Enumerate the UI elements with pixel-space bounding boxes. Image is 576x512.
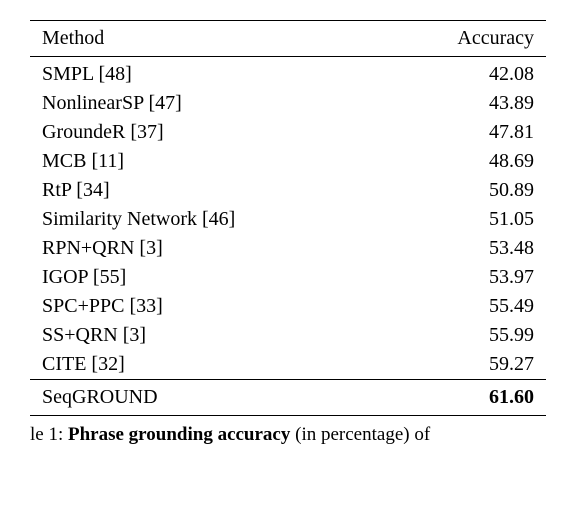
accuracy-cell: 42.08 (383, 57, 546, 90)
header-row: Method Accuracy (30, 21, 546, 57)
method-cell: SPC+PPC [33] (30, 292, 383, 321)
results-table: Method Accuracy SMPL [48]42.08NonlinearS… (30, 20, 546, 416)
method-cell: GroundeR [37] (30, 118, 383, 147)
table-body: SMPL [48]42.08NonlinearSP [47]43.89Groun… (30, 57, 546, 380)
accuracy-cell: 59.27 (383, 350, 546, 380)
table-row: GroundeR [37]47.81 (30, 118, 546, 147)
table-row: RPN+QRN [3]53.48 (30, 234, 546, 263)
accuracy-cell: 51.05 (383, 205, 546, 234)
method-cell: NonlinearSP [47] (30, 89, 383, 118)
accuracy-cell: 50.89 (383, 176, 546, 205)
method-cell: Similarity Network [46] (30, 205, 383, 234)
method-cell: IGOP [55] (30, 263, 383, 292)
results-table-container: Method Accuracy SMPL [48]42.08NonlinearS… (30, 20, 546, 416)
table-caption: le 1: Phrase grounding accuracy (in perc… (30, 424, 546, 446)
method-cell: SS+QRN [3] (30, 321, 383, 350)
table-row: Similarity Network [46]51.05 (30, 205, 546, 234)
method-cell: RPN+QRN [3] (30, 234, 383, 263)
table-row: NonlinearSP [47]43.89 (30, 89, 546, 118)
table-row: RtP [34]50.89 (30, 176, 546, 205)
accuracy-cell: 53.97 (383, 263, 546, 292)
table-row: SS+QRN [3]55.99 (30, 321, 546, 350)
method-cell: RtP [34] (30, 176, 383, 205)
method-cell: SMPL [48] (30, 57, 383, 90)
highlight-method: SeqGROUND (30, 380, 383, 416)
highlight-accuracy: 61.60 (383, 380, 546, 416)
accuracy-cell: 48.69 (383, 147, 546, 176)
method-cell: MCB [11] (30, 147, 383, 176)
table-row: MCB [11]48.69 (30, 147, 546, 176)
caption-bold: Phrase grounding accuracy (68, 424, 290, 445)
accuracy-cell: 53.48 (383, 234, 546, 263)
method-header: Method (30, 21, 383, 57)
table-row: CITE [32]59.27 (30, 350, 546, 380)
accuracy-cell: 43.89 (383, 89, 546, 118)
accuracy-cell: 55.99 (383, 321, 546, 350)
bottom-rule (30, 415, 546, 416)
method-cell: CITE [32] (30, 350, 383, 380)
table-row: SPC+PPC [33]55.49 (30, 292, 546, 321)
accuracy-cell: 55.49 (383, 292, 546, 321)
caption-suffix: (in percentage) of (290, 424, 430, 445)
accuracy-header: Accuracy (383, 21, 546, 57)
accuracy-cell: 47.81 (383, 118, 546, 147)
table-row: SMPL [48]42.08 (30, 57, 546, 90)
table-row: IGOP [55]53.97 (30, 263, 546, 292)
highlight-row: SeqGROUND 61.60 (30, 380, 546, 416)
caption-prefix: le 1: (30, 424, 68, 445)
